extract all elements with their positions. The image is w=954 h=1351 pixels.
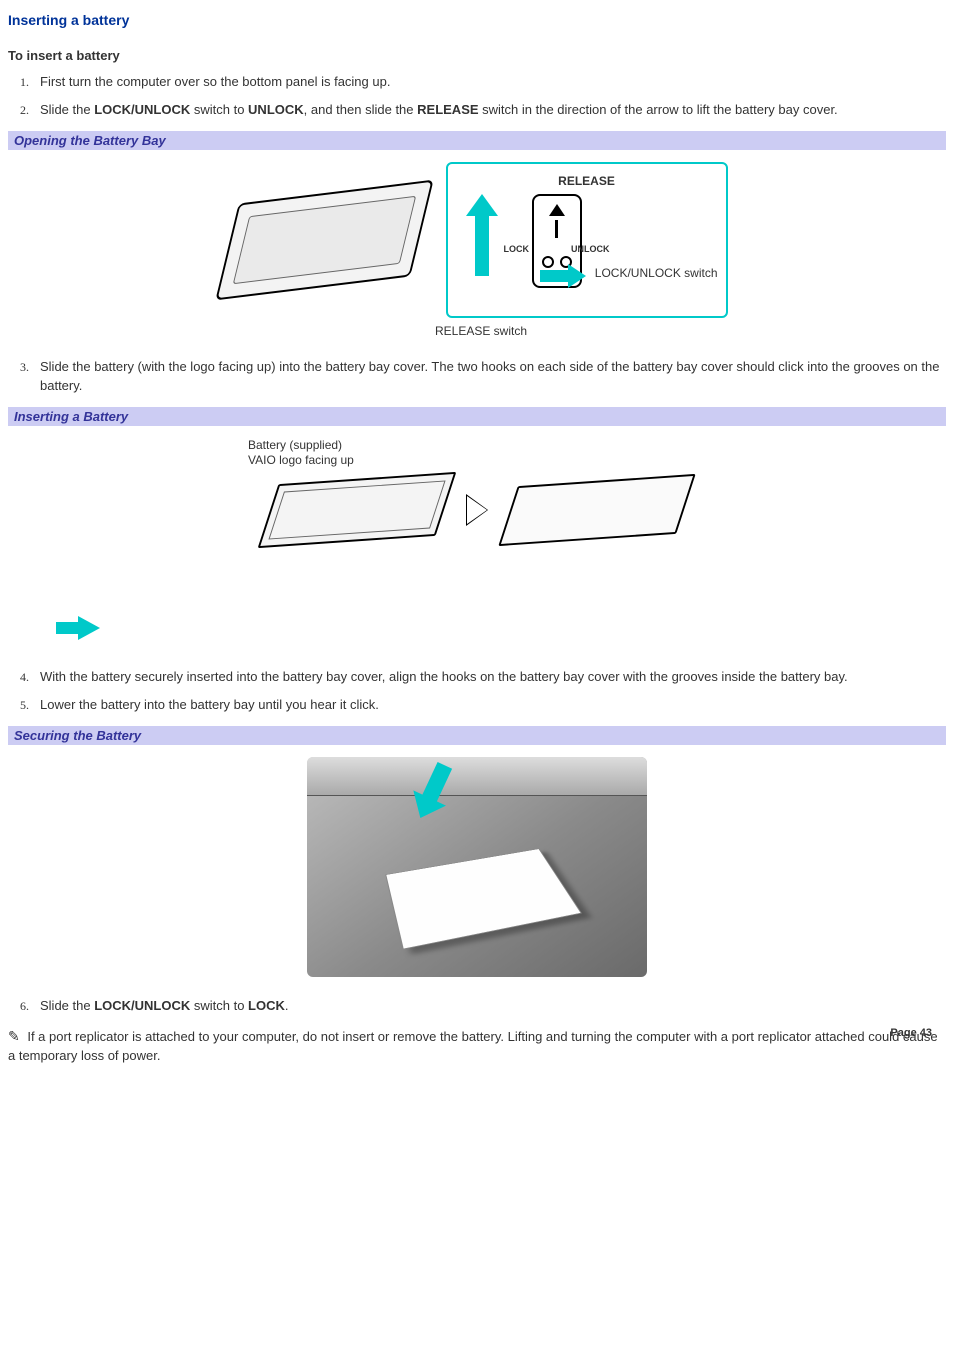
step-2-bold-unlock: UNLOCK bbox=[248, 102, 304, 117]
figure1: RELEASE LOCK UNLOCK bbox=[8, 162, 946, 338]
step-6-text-a: Slide the bbox=[40, 998, 94, 1013]
unlock-label: UNLOCK bbox=[571, 244, 610, 254]
up-arrow-icon bbox=[466, 194, 498, 216]
page-number: Page 43 bbox=[890, 1027, 932, 1039]
switch-illustration: LOCK UNLOCK bbox=[532, 194, 582, 288]
step-3: Slide the battery (with the logo facing … bbox=[32, 358, 946, 394]
figure2-caption: Inserting a Battery bbox=[8, 407, 946, 426]
step-6-text-c: switch to bbox=[190, 998, 248, 1013]
step-1: First turn the computer over so the bott… bbox=[32, 73, 946, 91]
step-5: Lower the battery into the battery bay u… bbox=[32, 696, 946, 714]
secured-battery-illustration bbox=[385, 849, 582, 950]
lock-unlock-switch-label: LOCK/UNLOCK switch bbox=[595, 266, 718, 280]
battery-supplied-line2: VAIO logo facing up bbox=[248, 453, 354, 467]
figure3 bbox=[8, 757, 946, 977]
step-2-text-a: Slide the bbox=[40, 102, 94, 117]
switch-callout: RELEASE LOCK UNLOCK bbox=[446, 162, 728, 318]
step-6-bold-lock: LOCK bbox=[248, 998, 285, 1013]
section-subtitle: To insert a battery bbox=[8, 48, 946, 63]
step-2: Slide the LOCK/UNLOCK switch to UNLOCK, … bbox=[32, 101, 946, 119]
figure3-caption: Securing the Battery bbox=[8, 726, 946, 745]
step-6-bold-lockunlock: LOCK/UNLOCK bbox=[94, 998, 190, 1013]
transfer-arrow-icon bbox=[466, 494, 488, 526]
right-arrow-icon bbox=[568, 264, 586, 288]
step-2-text-c: switch to bbox=[190, 102, 248, 117]
battery-tray-illustration bbox=[498, 474, 695, 546]
laptop-bottom-illustration bbox=[215, 180, 433, 301]
page-title: Inserting a battery bbox=[8, 12, 946, 28]
battery-supplied-line1: Battery (supplied) bbox=[248, 438, 342, 452]
figure2: Battery (supplied) VAIO logo facing up bbox=[8, 438, 946, 648]
footnote-text: If a port replicator is attached to your… bbox=[8, 1029, 938, 1063]
battery-supplied-label: Battery (supplied) VAIO logo facing up bbox=[248, 438, 354, 469]
step-2-text-e: , and then slide the bbox=[304, 102, 417, 117]
step-2-bold-lockunlock: LOCK/UNLOCK bbox=[94, 102, 190, 117]
step-2-text-g: switch in the direction of the arrow to … bbox=[479, 102, 838, 117]
note-icon: ✎ bbox=[8, 1028, 20, 1044]
step-6-text-e: . bbox=[285, 998, 289, 1013]
release-switch-label: RELEASE switch bbox=[235, 324, 728, 338]
battery-illustration bbox=[258, 472, 457, 548]
release-label: RELEASE bbox=[462, 174, 712, 188]
step-4: With the battery securely inserted into … bbox=[32, 668, 946, 686]
footnote: ✎ If a port replicator is attached to yo… bbox=[8, 1027, 946, 1065]
figure1-caption: Opening the Battery Bay bbox=[8, 131, 946, 150]
lock-label: LOCK bbox=[504, 244, 530, 254]
slide-arrow-icon bbox=[78, 616, 100, 640]
step-6: Slide the LOCK/UNLOCK switch to LOCK. bbox=[32, 997, 946, 1015]
step-2-bold-release: RELEASE bbox=[417, 102, 478, 117]
